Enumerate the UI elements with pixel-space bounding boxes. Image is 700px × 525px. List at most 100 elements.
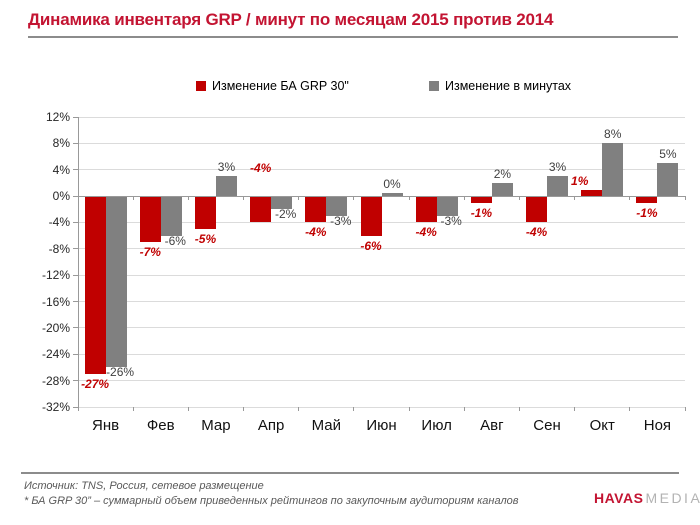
y-axis-line	[78, 117, 79, 407]
x-axis-tick	[574, 407, 576, 411]
gridline	[78, 248, 685, 250]
y-axis-label: -24%	[41, 347, 70, 362]
gridline	[78, 406, 685, 408]
bar-minutes-Апр	[271, 196, 293, 210]
x-axis-label-Авг: Авг	[480, 417, 504, 434]
x-axis-tick	[684, 407, 686, 411]
bar-label-minutes-Июн: 0%	[383, 177, 401, 192]
x-axis-label-Сен: Сен	[533, 417, 561, 434]
x-axis-label-Янв: Янв	[92, 417, 120, 434]
y-axis-tick	[73, 142, 78, 144]
bar-grp-Июн	[360, 196, 382, 236]
bar-minutes-Мар	[215, 176, 237, 197]
x-axis-tick	[132, 407, 134, 411]
x-axis-label-Ноя: Ноя	[643, 417, 672, 434]
gridline	[78, 301, 685, 303]
footer-note: * БА GRP 30” – суммарный объем приведенн…	[24, 495, 519, 507]
y-axis-label: -4%	[48, 215, 70, 230]
x-axis-tick	[187, 407, 189, 411]
page-title: Динамика инвентаря GRP / минут по месяца…	[28, 10, 554, 29]
x-axis-tick	[574, 196, 576, 201]
x-axis-tick	[243, 407, 245, 411]
x-axis-tick	[518, 196, 520, 201]
bar-label-grp-Июл: -4%	[415, 225, 437, 240]
x-axis-label-Июл: Июл	[421, 417, 452, 434]
x-axis-tick	[77, 196, 79, 201]
bar-minutes-Авг	[491, 182, 513, 197]
x-axis-tick	[353, 407, 355, 411]
legend-swatch-red-icon	[196, 81, 206, 91]
x-axis-tick	[353, 196, 355, 201]
bar-grp-Фев	[139, 196, 161, 243]
bar-grp-Янв	[84, 196, 106, 375]
y-axis-tick	[73, 169, 78, 171]
bar-label-minutes-Апр: -2%	[274, 207, 297, 222]
bar-label-minutes-Ноя: 5%	[659, 147, 677, 162]
bar-label-grp-Авг: -1%	[470, 205, 493, 220]
bar-label-grp-Окт: 1%	[571, 173, 589, 188]
footer-divider	[21, 472, 679, 474]
x-axis-tick	[408, 407, 410, 411]
legend-item-grp: Изменение БА GRP 30"	[196, 79, 349, 93]
gridline	[78, 353, 685, 355]
y-axis-tick	[73, 248, 78, 250]
bar-minutes-Окт	[602, 143, 624, 197]
y-axis-label: -16%	[41, 294, 70, 309]
y-axis-label: -12%	[41, 268, 70, 283]
gridline	[78, 380, 685, 382]
y-axis-label: 4%	[52, 162, 70, 177]
x-axis-label-Июн: Июн	[366, 417, 397, 434]
y-axis-label: -8%	[48, 241, 70, 256]
y-axis-tick	[73, 195, 78, 197]
y-axis-tick	[73, 221, 78, 223]
x-axis-tick	[132, 196, 134, 201]
legend-swatch-gray-icon	[429, 81, 439, 91]
y-axis-tick	[73, 116, 78, 118]
bar-label-grp-Май: -4%	[305, 225, 327, 240]
bar-label-grp-Фев: -7%	[139, 245, 161, 260]
bar-minutes-Июн	[381, 193, 403, 197]
bar-grp-Мар	[194, 196, 216, 230]
bar-label-minutes-Май: -3%	[330, 213, 352, 228]
bar-grp-Авг	[470, 196, 492, 203]
bar-label-minutes-Авг: 2%	[493, 166, 512, 181]
y-axis-label: -32%	[41, 400, 70, 414]
bar-label-minutes-Сен: 3%	[548, 160, 567, 175]
y-axis-tick	[73, 301, 78, 303]
gridline	[78, 116, 685, 118]
logo-primary: HAVAS	[594, 490, 644, 506]
x-axis-tick	[408, 196, 410, 201]
y-axis-label: 12%	[45, 110, 70, 124]
footer: Источник: TNS, Россия, сетевое размещени…	[24, 479, 519, 509]
x-axis-tick	[463, 407, 465, 411]
bar-minutes-Май	[326, 196, 348, 216]
x-axis-label-Май: Май	[311, 417, 341, 434]
y-axis-label: 8%	[52, 136, 70, 151]
bar-label-grp-Мар: -5%	[194, 232, 217, 247]
bar-label-grp-Ноя: -1%	[636, 205, 658, 220]
bar-label-grp-Апр: -4%	[249, 161, 272, 176]
y-axis-tick	[73, 406, 78, 408]
x-axis-tick	[77, 407, 79, 411]
bar-label-minutes-Окт: 8%	[604, 127, 622, 142]
bar-label-minutes-Июл: -3%	[440, 213, 462, 228]
bar-minutes-Ноя	[657, 163, 679, 197]
zero-axis-line	[78, 195, 685, 197]
bar-label-minutes-Янв: -26%	[106, 365, 135, 380]
bar-grp-Сен	[526, 196, 548, 223]
y-axis-label: -28%	[41, 373, 70, 388]
x-axis-tick	[298, 196, 300, 201]
x-axis-tick	[243, 196, 245, 201]
gridline	[78, 274, 685, 276]
bar-grp-Апр	[250, 196, 272, 223]
x-axis-tick	[187, 196, 189, 201]
bar-label-grp-Июн: -6%	[360, 238, 382, 253]
bar-label-minutes-Мар: 3%	[217, 160, 236, 175]
x-axis-label-Фев: Фев	[146, 417, 175, 434]
x-axis-tick	[518, 407, 520, 411]
bar-minutes-Фев	[160, 196, 182, 236]
x-axis-tick	[684, 196, 686, 201]
x-axis-label-Апр: Апр	[257, 417, 285, 434]
